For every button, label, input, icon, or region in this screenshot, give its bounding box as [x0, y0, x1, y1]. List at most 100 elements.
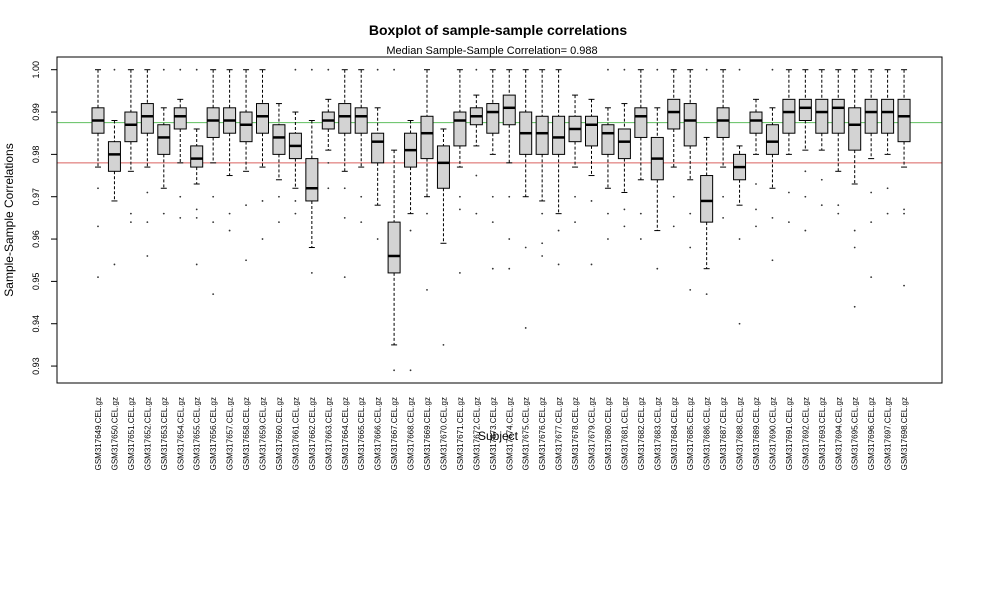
box-body-46: [848, 107, 862, 151]
x-axis-label: Subject: [478, 429, 519, 443]
box-body-18: [387, 221, 401, 274]
outlier-22-0: [459, 195, 461, 198]
outlier-0-1: [97, 225, 99, 228]
outlier-35-0: [672, 195, 675, 198]
x-tick-label-16: GSM317665.CEL.gz: [357, 397, 366, 470]
x-tick-label-21: GSM317670.CEL.gz: [439, 397, 448, 470]
outlier-44-0: [820, 178, 823, 181]
box-body-10: [256, 103, 269, 134]
outlier-38-0: [722, 195, 724, 198]
x-tick-label-5: GSM317654.CEL.gz: [176, 397, 185, 470]
outlier-23-1: [475, 212, 478, 215]
outlier-36-2: [689, 288, 692, 291]
outlier-0-2: [97, 276, 99, 279]
y-tick-label-3: 0.96: [31, 230, 41, 248]
outlier-9-0: [245, 204, 247, 207]
outlier-43-1: [804, 195, 807, 198]
x-tick-label-25: GSM317674.CEL.gz: [505, 397, 514, 470]
outlier-5-2: [179, 68, 182, 71]
outlier-29-1: [574, 221, 576, 224]
box-48: [881, 69, 895, 215]
outlier-12-0: [294, 200, 297, 202]
x-tick-label-0: GSM317649.CEL.gz: [94, 397, 103, 470]
outlier-41-0: [771, 216, 774, 219]
box-12: [288, 68, 302, 215]
x-tick-label-13: GSM317662.CEL.gz: [308, 397, 317, 470]
outlier-23-2: [475, 68, 478, 71]
outlier-7-1: [212, 221, 215, 224]
box-36: [683, 69, 697, 291]
x-tick-label-8: GSM317657.CEL.gz: [226, 397, 235, 470]
outlier-1-0: [113, 263, 116, 266]
outlier-46-0: [853, 229, 856, 232]
outlier-16-1: [360, 221, 363, 224]
box-body-37: [700, 175, 714, 223]
box-body-27: [535, 115, 549, 155]
box-39: [733, 68, 747, 325]
outlier-24-2: [491, 267, 494, 270]
x-tick-label-14: GSM317663.CEL.gz: [324, 397, 333, 470]
x-tick-label-3: GSM317652.CEL.gz: [143, 397, 152, 470]
box-32: [617, 68, 631, 228]
outlier-19-0: [409, 229, 412, 232]
box-body-16: [354, 107, 368, 134]
box-26: [519, 69, 533, 329]
outlier-43-2: [804, 229, 807, 232]
box-body-40: [749, 111, 763, 134]
box-body-17: [371, 132, 385, 164]
outlier-49-1: [903, 212, 905, 215]
outlier-33-0: [639, 212, 642, 215]
outlier-4-1: [162, 68, 165, 71]
outlier-20-1: [426, 288, 428, 291]
box-7: [206, 69, 220, 295]
box-27: [535, 69, 549, 257]
y-tick-label-1: 0.94: [31, 315, 41, 333]
outlier-26-0: [524, 246, 527, 249]
outlier-24-0: [491, 195, 494, 198]
box-0: [91, 69, 105, 279]
outlier-34-0: [656, 267, 659, 270]
outlier-6-1: [195, 216, 198, 219]
x-tick-label-28: GSM317677.CEL.gz: [555, 397, 564, 470]
outlier-27-1: [541, 242, 544, 245]
box-body-36: [683, 103, 697, 147]
x-tick-label-24: GSM317673.CEL.gz: [489, 397, 498, 470]
box-37: [700, 68, 714, 295]
x-tick-label-27: GSM317676.CEL.gz: [538, 397, 547, 470]
outlier-28-0: [557, 229, 560, 232]
x-tick-label-44: GSM317693.CEL.gz: [818, 397, 827, 470]
box-body-49: [897, 98, 911, 143]
outlier-47-2: [870, 276, 873, 279]
box-body-31: [601, 124, 615, 155]
box-19: [404, 120, 418, 372]
box-body-30: [585, 115, 598, 147]
outlier-2-0: [130, 212, 132, 215]
outlier-22-2: [459, 272, 461, 274]
box-43: [798, 69, 812, 232]
box-22: [453, 69, 467, 274]
box-body-6: [190, 145, 204, 168]
outlier-27-0: [541, 212, 544, 215]
x-tick-label-31: GSM317680.CEL.gz: [604, 397, 613, 470]
outlier-2-1: [130, 221, 132, 224]
outlier-37-1: [705, 68, 708, 71]
outlier-31-1: [607, 238, 609, 240]
outlier-39-1: [738, 322, 741, 325]
y-tick-label-4: 0.97: [31, 188, 41, 206]
box-41: [765, 68, 779, 262]
x-tick-label-32: GSM317681.CEL.gz: [620, 397, 629, 470]
box-9: [239, 69, 253, 262]
x-tick-labels: GSM317649.CEL.gz GSM317650.CEL.gz GSM31765…: [94, 397, 909, 470]
outlier-0-0: [97, 187, 99, 190]
box-body-38: [716, 107, 730, 138]
outlier-32-0: [623, 208, 626, 211]
outlier-21-0: [442, 343, 445, 346]
chart-subtitle: Median Sample-Sample Correlation= 0.988: [386, 45, 597, 57]
outlier-3-1: [146, 221, 149, 224]
outlier-15-1: [343, 216, 346, 219]
box-body-3: [140, 103, 154, 134]
box-17: [371, 68, 385, 240]
box-body-5: [173, 107, 187, 130]
outlier-6-2: [195, 263, 198, 266]
box-34: [650, 68, 664, 270]
